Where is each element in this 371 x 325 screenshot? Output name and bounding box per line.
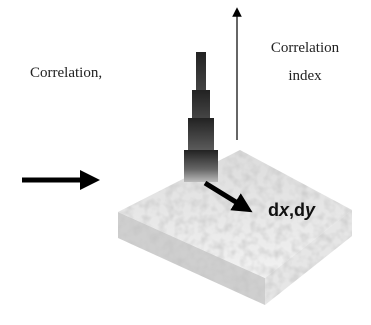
correlation-label: Correlation, [30, 65, 102, 81]
index-label: index [288, 68, 322, 84]
index-label: Correlation [271, 40, 340, 56]
correlation-peak [184, 52, 218, 182]
correlation-surface [118, 150, 352, 305]
displacement-label: dx,dy [268, 200, 316, 220]
peak-step [184, 150, 218, 182]
diagram: Correlation, Correlation index dx,dy [0, 0, 371, 325]
label-part: d [268, 200, 279, 220]
label-part: y [304, 200, 316, 220]
page: Correlation, Correlation index dx,dy (()… [0, 0, 371, 325]
label-part: ,d [289, 200, 305, 220]
